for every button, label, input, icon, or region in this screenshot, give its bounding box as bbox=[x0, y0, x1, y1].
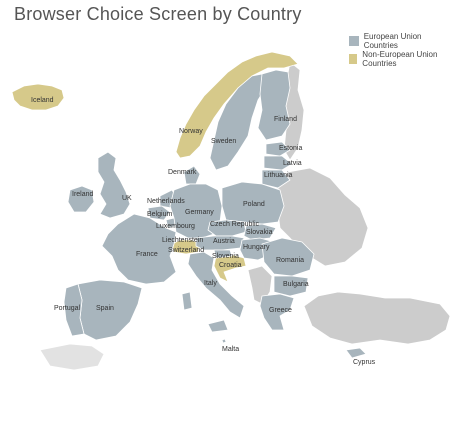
label-poland: Poland bbox=[243, 201, 265, 208]
poland-shape bbox=[221, 181, 285, 225]
label-germany: Germany bbox=[185, 209, 214, 216]
slovakia-shape bbox=[243, 223, 277, 241]
sicily-shape bbox=[207, 319, 229, 333]
slovenia-shape bbox=[213, 249, 233, 259]
label-croatia: Croatia bbox=[219, 262, 242, 269]
label-latvia: Latvia bbox=[283, 160, 302, 167]
label-austria: Austria bbox=[213, 238, 235, 245]
label-ireland: Ireland bbox=[72, 191, 94, 198]
label-slovenia: Slovenia bbox=[212, 253, 239, 260]
legend-label-eu: European Union Countries bbox=[363, 32, 422, 50]
label-denmark: Denmark bbox=[168, 169, 197, 176]
france-shape bbox=[101, 213, 177, 285]
label-italy: Italy bbox=[204, 280, 217, 287]
non-eu-swatch bbox=[349, 54, 358, 64]
morocco-region bbox=[39, 343, 105, 371]
switzerland-shape bbox=[171, 239, 201, 255]
malta-shape bbox=[221, 338, 227, 344]
greece-shape bbox=[259, 293, 295, 331]
italy-shape bbox=[187, 251, 245, 319]
portugal-shape bbox=[63, 283, 85, 337]
label-portugal: Portugal bbox=[54, 305, 81, 312]
label-bulgaria: Bulgaria bbox=[283, 281, 309, 288]
uk-shape bbox=[97, 151, 131, 219]
label-netherlands: Netherlands bbox=[147, 198, 185, 205]
label-romania: Romania bbox=[276, 257, 304, 264]
legend: European Union Countries Non-European Un… bbox=[349, 32, 455, 70]
czech-shape bbox=[207, 219, 247, 237]
legend-item-non-eu: Non-European Union Countries bbox=[349, 50, 455, 68]
label-switzerland: Switzerland bbox=[168, 247, 204, 254]
label-luxembourg: Luxembourg bbox=[156, 223, 195, 230]
label-belgium: Belgium bbox=[147, 211, 172, 218]
sardinia-shape bbox=[181, 291, 193, 311]
denmark-shape bbox=[183, 165, 201, 185]
sweden-shape bbox=[209, 73, 269, 171]
label-lithuania: Lithuania bbox=[264, 172, 293, 179]
legend-item-eu: European Union Countries bbox=[349, 32, 455, 50]
legend-label-non-eu: Non-European Union Countries bbox=[362, 50, 438, 68]
label-france: France bbox=[136, 251, 158, 258]
map-title: Browser Choice Screen by Country bbox=[14, 4, 302, 24]
finland-shape bbox=[257, 69, 291, 141]
eu-swatch bbox=[349, 36, 359, 46]
label-slovakia: Slovakia bbox=[246, 229, 273, 236]
label-spain: Spain bbox=[96, 305, 114, 312]
belgium-shape bbox=[147, 205, 171, 221]
bulgaria-shape bbox=[273, 275, 309, 297]
label-estonia: Estonia bbox=[279, 145, 302, 152]
croatia-shape bbox=[213, 253, 247, 283]
label-malta: Malta bbox=[222, 346, 239, 353]
label-liechtenstein: Liechtenstein bbox=[162, 237, 203, 244]
label-uk: UK bbox=[122, 195, 132, 202]
label-finland: Finland bbox=[274, 116, 297, 123]
label-hungary: Hungary bbox=[243, 244, 270, 251]
norway-shape bbox=[175, 51, 299, 159]
romania-shape bbox=[261, 237, 315, 277]
iceland-shape bbox=[11, 83, 65, 111]
label-norway: Norway bbox=[179, 128, 203, 135]
label-iceland: Iceland bbox=[31, 97, 54, 104]
label-cyprus: Cyprus bbox=[353, 359, 376, 366]
label-greece: Greece bbox=[269, 307, 292, 314]
cyprus-shape bbox=[345, 347, 367, 359]
ireland-shape bbox=[67, 185, 95, 213]
estonia-shape bbox=[265, 141, 291, 157]
label-czech: Czech Republic bbox=[210, 221, 260, 228]
turkey-region bbox=[303, 291, 451, 345]
lithuania-shape bbox=[261, 169, 291, 189]
label-sweden: Sweden bbox=[211, 138, 236, 145]
latvia-shape bbox=[263, 155, 293, 171]
